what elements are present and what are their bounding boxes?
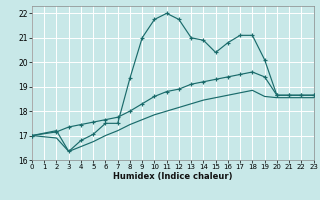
X-axis label: Humidex (Indice chaleur): Humidex (Indice chaleur) [113, 172, 233, 181]
